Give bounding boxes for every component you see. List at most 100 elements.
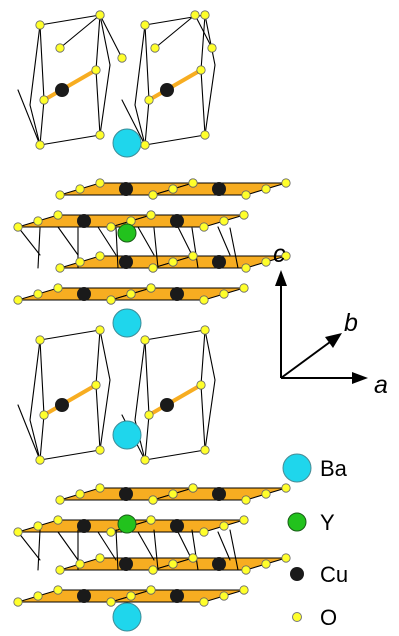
cu-atom [77, 589, 91, 603]
c-axis-arrowhead [275, 270, 287, 286]
bond [39, 99, 45, 146]
o-atom [199, 597, 209, 607]
o-atom [13, 295, 23, 305]
bond [57, 226, 79, 256]
o-atom [144, 410, 154, 420]
o-atom [35, 140, 45, 150]
o-atom [168, 184, 178, 194]
ba-atom [112, 602, 142, 632]
bond [95, 69, 101, 136]
cu-atom [170, 214, 184, 228]
o-atom [55, 190, 65, 200]
o-atom [200, 130, 210, 140]
o-atom [140, 455, 150, 465]
bond [144, 414, 150, 461]
bond [99, 64, 111, 136]
o-atom [199, 527, 209, 537]
o-atom [95, 483, 105, 493]
cu-atom [170, 589, 184, 603]
bond [229, 227, 239, 269]
bond [191, 529, 199, 571]
o-atom [281, 251, 291, 261]
cu-atom [212, 182, 226, 196]
bond [29, 24, 41, 106]
axes-indicator: c b a [273, 240, 388, 399]
bond [154, 14, 196, 49]
cu-atom [170, 519, 184, 533]
o-atom [53, 515, 63, 525]
o-atom [148, 190, 158, 200]
o-atom [241, 263, 251, 273]
c-axis-label: c [273, 240, 286, 268]
o-atom [241, 495, 251, 505]
o-atom [75, 257, 85, 267]
cu-atom [119, 557, 133, 571]
bond [204, 14, 216, 66]
o-atom [53, 210, 63, 220]
bond [137, 531, 155, 561]
o-atom [148, 565, 158, 575]
o-atom [106, 597, 116, 607]
o-atom [39, 410, 49, 420]
bond [37, 529, 41, 571]
o-atom [35, 335, 45, 345]
o-atom [33, 289, 43, 299]
o-atom [190, 10, 200, 20]
bond [153, 529, 159, 571]
o-atom [200, 10, 210, 20]
cu-atom-icon [290, 567, 304, 581]
o-atom [140, 20, 150, 30]
legend-label-y: Y [320, 510, 335, 535]
bond [29, 419, 41, 461]
o-atom [261, 257, 271, 267]
o-atom [219, 216, 229, 226]
bond [39, 339, 45, 416]
o-atom [33, 591, 43, 601]
chain-bond [42, 68, 98, 102]
o-atom [126, 591, 136, 601]
a-axis-arrowhead [352, 372, 368, 384]
o-atom [188, 251, 198, 261]
o-atom [168, 489, 178, 499]
o-atom [146, 515, 156, 525]
o-atom [200, 325, 210, 335]
o-atom [168, 257, 178, 267]
bond [99, 329, 111, 381]
cu-atom [170, 287, 184, 301]
o-atom [75, 559, 85, 569]
cu-atom [119, 487, 133, 501]
o-atom [117, 53, 127, 63]
o-atom [95, 325, 105, 335]
cu-atom [55, 398, 69, 412]
bond [200, 329, 206, 386]
b-axis-arrowhead [325, 333, 342, 348]
o-atom [239, 210, 249, 220]
o-atom [95, 251, 105, 261]
bond [191, 227, 199, 269]
a-axis-label: a [374, 371, 388, 399]
bond [137, 226, 155, 256]
o-atom [33, 521, 43, 531]
bond [17, 531, 41, 561]
ba-atom [112, 308, 142, 338]
b-axis-label: b [344, 309, 358, 337]
bond [177, 226, 193, 256]
legend-label-o: O [320, 605, 337, 630]
o-atom [95, 553, 105, 563]
bond [39, 414, 45, 461]
bond [144, 24, 150, 101]
bond [115, 529, 119, 571]
bond [17, 404, 41, 461]
bond [95, 14, 101, 71]
o-atom-icon [292, 612, 302, 622]
cu-atom [119, 255, 133, 269]
o-atom [219, 289, 229, 299]
chain-bond [147, 68, 203, 102]
bond [144, 134, 206, 146]
bond [39, 24, 45, 101]
o-atom [106, 222, 116, 232]
o-atom [33, 216, 43, 226]
bond [95, 384, 101, 451]
bond [200, 14, 206, 71]
